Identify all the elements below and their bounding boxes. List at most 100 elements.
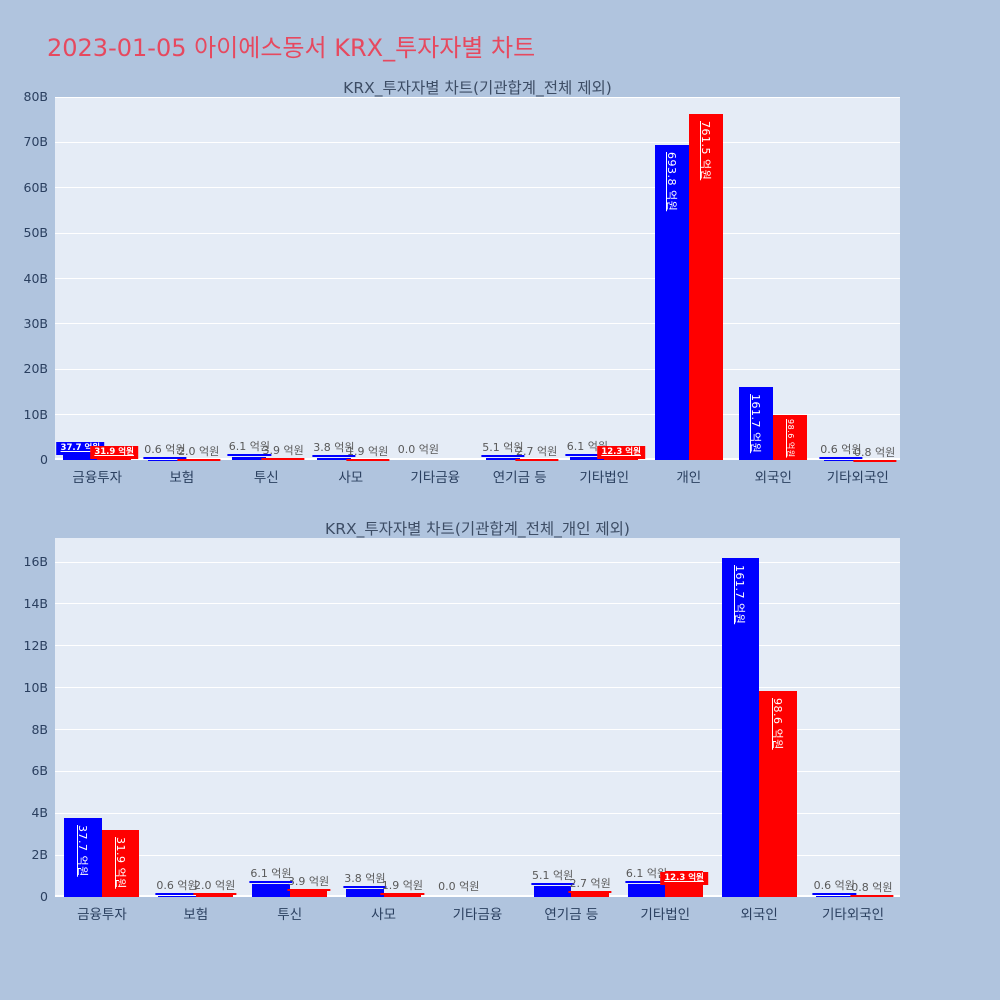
chart-title: KRX_투자자별 차트(기관합계_전체_개인 제외): [325, 520, 630, 538]
category-label: 기타법인: [640, 907, 691, 923]
category-label: 개인: [676, 470, 702, 486]
y-tick-label: 8B: [31, 721, 48, 737]
bar-value-label: 6.1 억원: [249, 867, 293, 884]
bar-red: [383, 893, 422, 897]
category-label: 연기금 등: [544, 907, 599, 923]
category-label: 사모: [371, 907, 397, 923]
bar-blue: [316, 458, 351, 460]
bar-blue: [232, 457, 267, 460]
y-tick-label: 12B: [23, 637, 48, 653]
bar-red: [688, 114, 723, 460]
bar-red: [759, 690, 797, 897]
bar-blue: [346, 889, 384, 897]
category-label: 기타법인: [579, 470, 630, 486]
bar-value-label: 161.7 억원: [749, 393, 763, 453]
bar-value-label: 37.7 억원: [76, 825, 90, 877]
bar-blue: [815, 895, 854, 897]
bar-value-label: 3.8 억원: [312, 441, 356, 458]
gridline: [55, 812, 900, 814]
bar-red: [101, 830, 140, 897]
bar-blue: [654, 145, 689, 460]
page-title: 2023-01-05 아이에스동서 KRX_투자자별 차트: [47, 34, 536, 62]
bar-value-label: 6.1 억원: [624, 867, 669, 884]
bar-value-label: 2.7 억원: [515, 445, 559, 461]
bar-red: [571, 891, 609, 897]
gridline: [55, 141, 900, 143]
y-tick-label: 20B: [23, 361, 48, 377]
y-tick-label: 10B: [23, 679, 48, 695]
y-tick-label: 60B: [23, 179, 48, 195]
y-tick-label: 4B: [31, 805, 48, 821]
bar-blue: [485, 457, 520, 460]
gridline: [55, 278, 900, 279]
category-label: 기타금융: [452, 907, 503, 923]
bar-value-label: 2.0 억원: [177, 445, 221, 462]
category-label: 투신: [253, 470, 279, 486]
zero-line: [55, 458, 900, 460]
bar-red: [97, 445, 132, 460]
bar-value-label: 0.8 억원: [850, 881, 894, 898]
bar-value-label: 31.9 억원: [113, 837, 127, 889]
bar-blue: [570, 457, 605, 460]
bar-red: [853, 895, 891, 897]
y-tick-label: 0: [40, 889, 48, 904]
bar-value-label: 12.3 억원: [597, 446, 645, 459]
gridline: [55, 323, 900, 325]
bar-blue: [739, 386, 774, 460]
bar-red: [266, 458, 301, 460]
y-tick-label: 14B: [23, 595, 48, 611]
bar-value-label: 0.0 억원: [397, 443, 439, 456]
gridline: [55, 770, 900, 772]
bar-red: [773, 415, 808, 460]
gridline: [55, 368, 900, 370]
chart-title: KRX_투자자별 차트(기관합계_전체 제외): [343, 79, 612, 97]
bar-value-label: 37.7 억원: [56, 441, 105, 455]
y-tick-label: 40B: [23, 270, 48, 286]
bar-value-label: 761.5 억원: [698, 121, 712, 181]
y-tick-label: 16B: [23, 554, 48, 569]
bar-blue: [627, 884, 666, 897]
bar-value-label: 0.0 억원: [438, 880, 480, 893]
y-tick-label: 30B: [23, 315, 48, 331]
bar-red: [604, 454, 639, 460]
plot-area: [55, 97, 900, 460]
category-label: 기타외국인: [821, 907, 885, 923]
category-label: 외국인: [754, 470, 792, 486]
gridline: [55, 645, 900, 647]
bar-red: [519, 458, 554, 460]
zero-line: [55, 895, 900, 897]
category-label: 사모: [338, 470, 364, 486]
gridline: [55, 96, 900, 98]
bar-value-label: 0.6 억원: [143, 443, 187, 459]
category-label: 기타금융: [410, 470, 461, 486]
category-label: 기타외국인: [826, 470, 889, 486]
y-tick-label: 6B: [31, 763, 48, 779]
y-tick-label: 70B: [23, 134, 48, 150]
y-tick-label: 80B: [23, 89, 48, 104]
bar-value-label: 0.6 억원: [155, 879, 199, 895]
bar-red: [665, 871, 703, 897]
y-tick-label: 50B: [23, 225, 48, 241]
bar-value-label: 6.1 억원: [227, 440, 271, 457]
category-label: 금융투자: [77, 907, 127, 923]
bar-value-label: 5.1 억원: [530, 869, 575, 886]
bar-value-label: 98.6 억원: [770, 697, 784, 750]
bar-red: [195, 892, 234, 897]
gridline: [55, 187, 900, 189]
gridline: [55, 232, 900, 234]
y-tick-label: 0: [40, 452, 48, 467]
category-label: 연기금 등: [492, 470, 547, 486]
bar-value-label: 31.9 억원: [90, 446, 138, 459]
bar-blue: [64, 818, 102, 897]
bar-blue: [158, 895, 196, 897]
gridline: [55, 603, 900, 605]
bar-value-label: 0.6 억원: [812, 879, 856, 895]
bar-value-label: 0.6 억원: [819, 443, 863, 459]
category-label: 보험: [169, 470, 195, 486]
bar-value-label: 3.8 억원: [343, 872, 387, 889]
plot-area: [55, 538, 900, 897]
bar-blue: [721, 558, 760, 897]
bar-red: [350, 459, 385, 460]
